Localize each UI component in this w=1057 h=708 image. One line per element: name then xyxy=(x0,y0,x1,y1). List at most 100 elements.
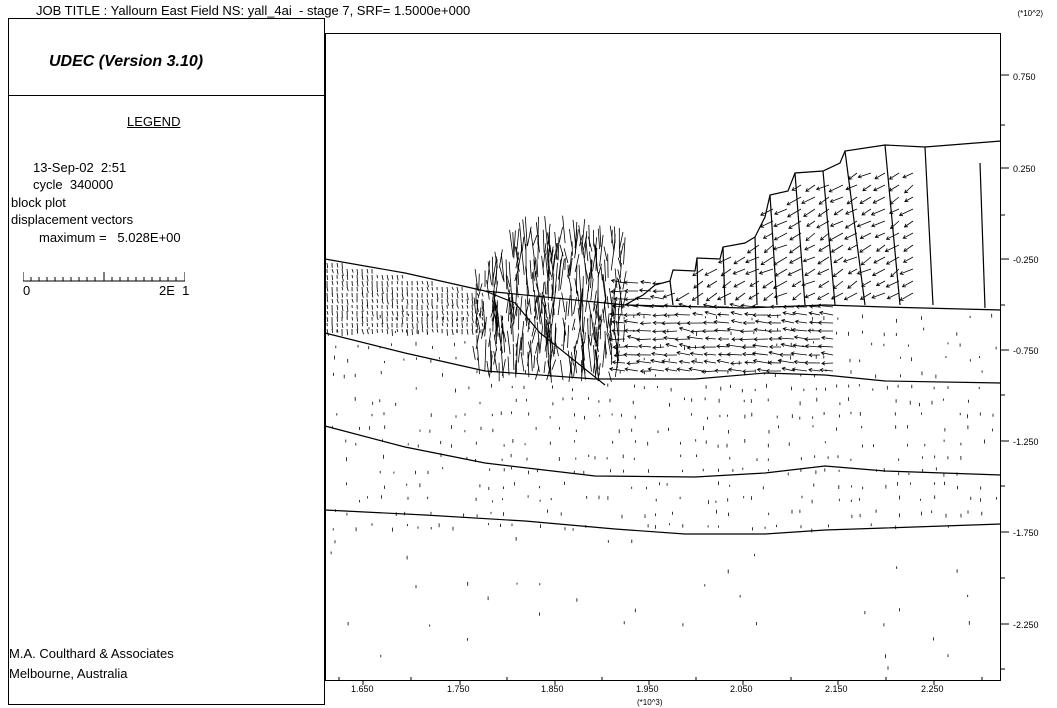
displacement-vector xyxy=(817,256,830,265)
displacement-vector xyxy=(426,322,429,329)
displacement-vector xyxy=(426,310,428,318)
displacement-vector xyxy=(618,292,622,311)
displacement-vector xyxy=(902,172,914,179)
displacement-vector xyxy=(446,298,449,306)
displacement-vector xyxy=(510,303,512,335)
displacement-vector xyxy=(471,328,474,335)
displacement-vector xyxy=(381,286,384,294)
displacement-vector xyxy=(391,328,393,336)
displacement-vector xyxy=(446,328,448,336)
displacement-vector xyxy=(706,280,718,288)
displacement-vector xyxy=(639,321,652,326)
displacement-vector xyxy=(873,184,886,192)
displacement-vector xyxy=(804,343,821,349)
slide-base xyxy=(484,290,606,386)
displacement-vector xyxy=(619,250,622,265)
displacement-vector xyxy=(562,215,566,244)
displacement-vector xyxy=(767,329,782,334)
displacement-vector xyxy=(603,246,608,262)
displacement-vector xyxy=(901,280,914,288)
displacement-vector xyxy=(734,292,746,301)
displacement-vector xyxy=(525,300,530,316)
bench-joint-10 xyxy=(924,146,934,306)
displacement-vector xyxy=(758,268,774,275)
displacement-vector xyxy=(786,196,802,206)
displacement-vector xyxy=(716,344,730,349)
displacement-vector xyxy=(689,351,704,356)
displacement-vector xyxy=(606,313,610,336)
y-tick-label: -1.750 xyxy=(1013,528,1039,538)
displacement-vector xyxy=(876,244,886,252)
displacement-vector xyxy=(391,286,393,294)
displacement-vector xyxy=(517,247,523,270)
bench-joint-9 xyxy=(884,144,901,306)
displacement-vector xyxy=(535,342,539,354)
displacement-vector xyxy=(361,328,364,335)
displacement-vector xyxy=(580,332,583,348)
displacement-vector xyxy=(730,310,743,316)
displacement-vector xyxy=(416,310,418,315)
displacement-vector xyxy=(492,276,497,302)
displacement-vector xyxy=(604,341,607,355)
displacement-vector xyxy=(416,298,419,306)
block-boundaries xyxy=(324,140,1002,535)
displacement-vector xyxy=(543,361,546,374)
layer-2-top xyxy=(324,425,1002,478)
displacement-vector xyxy=(620,300,623,316)
displacement-vector xyxy=(515,274,519,298)
displacement-vector xyxy=(361,274,364,281)
program-box: UDEC (Version 3.10) xyxy=(9,19,324,96)
displacement-vector xyxy=(763,292,774,301)
displacement-vector xyxy=(421,298,424,304)
displacement-vector xyxy=(361,304,364,312)
displacement-vector xyxy=(386,274,389,281)
displacement-vector xyxy=(466,298,468,305)
displacement-vector xyxy=(550,249,554,264)
displacement-vector xyxy=(401,316,404,324)
displacement-vector xyxy=(739,337,756,342)
displacement-vector xyxy=(596,315,601,347)
x-tick-label: 2.250 xyxy=(921,684,944,694)
displacement-vector xyxy=(551,359,557,370)
displacement-vector xyxy=(547,302,552,334)
x-tick-label: 1.650 xyxy=(351,684,374,694)
displacement-vector xyxy=(411,316,414,323)
displacement-vector xyxy=(779,352,795,358)
displacement-vector xyxy=(609,288,614,316)
displacement-vector xyxy=(431,322,434,328)
displacement-vector xyxy=(899,292,914,301)
displacement-vector xyxy=(703,359,717,364)
displacement-vector xyxy=(391,292,394,300)
displacement-vector xyxy=(767,320,782,326)
displacement-vector xyxy=(500,315,504,335)
displacement-vector xyxy=(636,328,652,333)
displacement-vector xyxy=(471,298,474,306)
legend-vectors: displacement vectors xyxy=(11,212,134,227)
displacement-vector xyxy=(602,309,605,323)
displacement-vector xyxy=(530,228,535,259)
displacement-vector xyxy=(569,257,573,276)
displacement-vector xyxy=(717,256,732,264)
displacement-vector xyxy=(606,296,609,309)
displacement-vector xyxy=(674,312,691,317)
displacement-vector xyxy=(336,298,339,304)
displacement-vector xyxy=(791,280,802,288)
displacement-vector xyxy=(554,231,558,260)
displacement-vector xyxy=(693,280,704,289)
displacement-vector xyxy=(729,302,743,308)
displacement-vector xyxy=(804,244,816,251)
displacement-vector xyxy=(431,286,433,291)
displacement-vector xyxy=(818,244,830,252)
displacement-vector xyxy=(773,220,788,228)
displacement-vector xyxy=(482,300,486,331)
displacement-vector xyxy=(860,256,872,266)
displacement-vector xyxy=(624,288,639,294)
layer-3-top xyxy=(324,509,1002,535)
displacement-vector xyxy=(396,274,399,281)
displacement-vector xyxy=(493,334,498,351)
displacement-vector xyxy=(515,252,520,269)
displacement-vector xyxy=(376,274,378,279)
displacement-vector xyxy=(451,322,454,328)
vector-scale-bar xyxy=(23,272,185,282)
displacement-vector xyxy=(481,310,484,317)
